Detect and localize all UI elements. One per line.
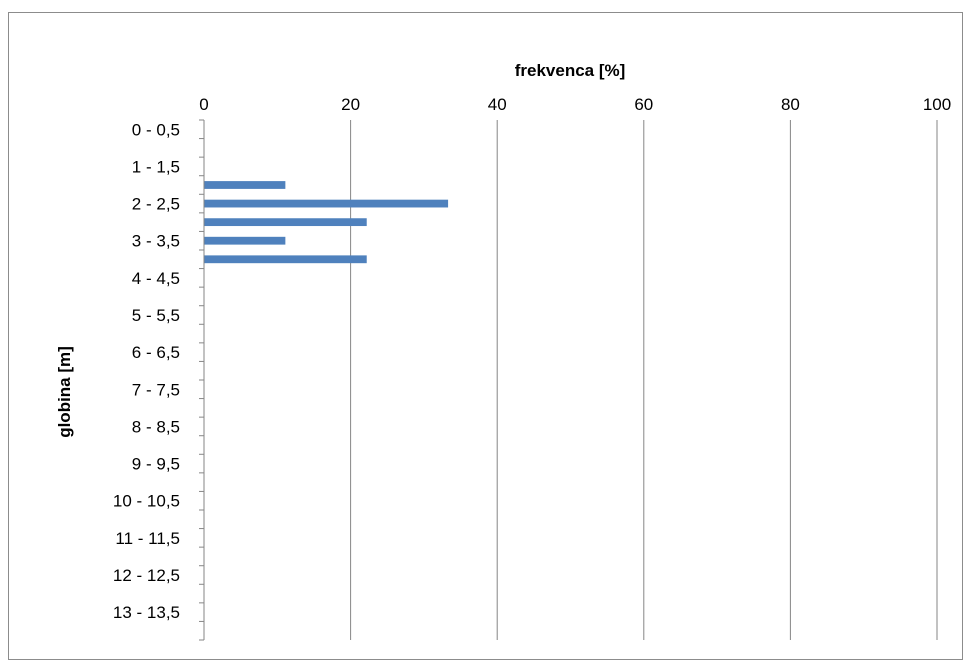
y-tick-label: 1 - 1,5	[132, 157, 180, 176]
y-tick-label: 2 - 2,5	[132, 195, 180, 214]
y-axis	[199, 119, 205, 641]
x-tick-label: 60	[634, 95, 653, 114]
x-tick-label: 0	[199, 95, 208, 114]
x-tick-label: 80	[781, 95, 800, 114]
bar-2 - 2,5	[204, 199, 449, 208]
x-tick-labels: 0 20 40 60 80 100	[199, 95, 951, 114]
bars	[204, 181, 449, 264]
y-tick-label: 6 - 6,5	[132, 343, 180, 362]
y-tick-labels: 0 - 0,5 1 - 1,5 2 - 2,5 3 - 3,5 4 - 4,5 5 - 5…	[113, 120, 180, 622]
y-tick-label: 0 - 0,5	[132, 120, 180, 139]
y-tick-label: 5 - 5,5	[132, 306, 180, 325]
x-axis-title: frekvenca [%]	[515, 61, 626, 80]
y-axis-title: globina [m]	[55, 346, 74, 438]
bar-3,5 - 4	[204, 255, 367, 264]
chart-area	[8, 12, 963, 660]
gridlines	[350, 120, 938, 640]
y-tick-label: 12 - 12,5	[113, 566, 180, 585]
y-tick-label: 13 - 13,5	[113, 603, 180, 622]
y-tick-label: 10 - 10,5	[113, 492, 180, 511]
bar-2,5 - 3	[204, 218, 367, 227]
y-tick-label: 4 - 4,5	[132, 269, 180, 288]
y-tick-label: 11 - 11,5	[115, 529, 180, 548]
y-tick-label: 3 - 3,5	[132, 232, 180, 251]
y-tick-label: 7 - 7,5	[132, 380, 180, 399]
bar-3 - 3,5	[204, 236, 286, 245]
y-tick-label: 9 - 9,5	[132, 455, 180, 474]
bar-1,5 - 2	[204, 181, 286, 189]
x-tick-label: 40	[488, 95, 507, 114]
x-tick-label: 20	[341, 95, 360, 114]
y-tick-label: 8 - 8,5	[132, 417, 180, 436]
x-tick-label: 100	[923, 95, 951, 114]
